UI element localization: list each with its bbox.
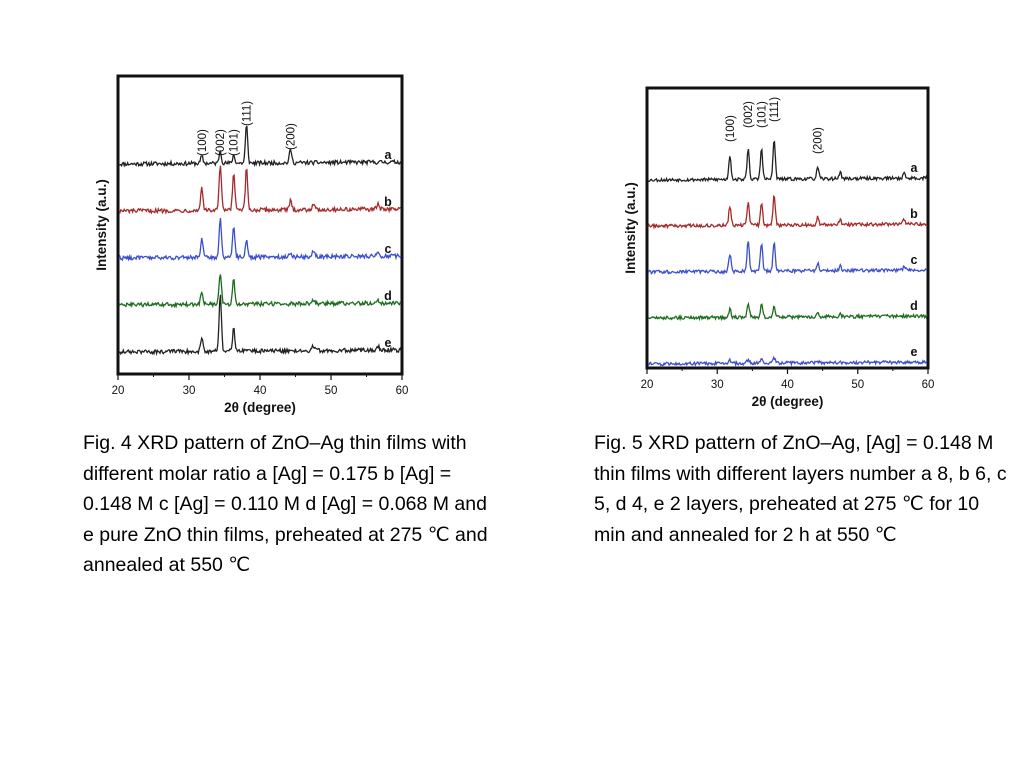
xrd-figure-4: 20 30 40 50 60 2θ (degree) Intensity (a.u.) a b c… [88, 70, 418, 420]
figure-4-caption: Fig. 4 XRD pattern of ZnO–Ag thin films … [83, 432, 488, 576]
xrd-figure-5: 20 30 40 50 60 2θ (degree) Intensity (a.u.) a b c… [615, 82, 945, 412]
peak-label: (111) [242, 101, 254, 126]
peak-label: (200) [813, 127, 825, 154]
y-axis-label: Intensity (a.u.) [623, 182, 638, 274]
series-c-line [118, 217, 402, 262]
xrd-chart-5: 20 30 40 50 60 2θ (degree) Intensity (a.u.) a b c… [623, 86, 935, 409]
x-axis-label: 2θ (degree) [752, 394, 824, 409]
peak-label: (111) [769, 97, 781, 122]
series-label: c [385, 242, 392, 256]
peak-label: (101) [229, 129, 241, 156]
series-b-line [647, 194, 928, 230]
x-tick-label: 50 [851, 379, 864, 391]
x-tick-label: 60 [396, 385, 409, 397]
series-e-line [647, 355, 928, 368]
plot-frame [116, 74, 404, 376]
x-tick-label: 40 [254, 385, 267, 397]
peak-label: (002) [743, 101, 755, 128]
plot-frame [645, 86, 930, 370]
peak-label: (100) [725, 115, 737, 142]
x-tick-label: 30 [711, 379, 724, 391]
series-a-line [119, 125, 402, 168]
series-label: a [385, 148, 393, 162]
series-label: d [910, 299, 918, 313]
series-label: e [385, 336, 392, 350]
series-b-line [118, 165, 402, 215]
x-tick-label: 60 [922, 379, 935, 391]
x-tick-label: 20 [641, 379, 654, 391]
figure-5-caption: Fig. 5 XRD pattern of ZnO–Ag, [Ag] = 0.1… [594, 432, 1007, 546]
series-c-line [647, 241, 928, 276]
series-d-line [118, 274, 402, 309]
series-label: a [911, 161, 919, 175]
peak-label: (200) [286, 123, 298, 150]
series-e-line [118, 294, 402, 356]
xrd-chart-4: 20 30 40 50 60 2θ (degree) Intensity (a.u.) a b c… [94, 74, 409, 415]
series-a-line [647, 140, 928, 184]
series-label: d [384, 289, 392, 303]
peak-label: (101) [757, 101, 769, 128]
x-tick-label: 30 [183, 385, 196, 397]
y-axis-label: Intensity (a.u.) [94, 179, 109, 271]
series-label: b [910, 207, 918, 221]
series-label: c [911, 253, 918, 267]
series-d-line [647, 301, 928, 322]
peak-label: (100) [197, 129, 209, 156]
x-tick-label: 20 [112, 385, 125, 397]
x-tick-label: 50 [325, 385, 338, 397]
x-tick-label: 40 [781, 379, 794, 391]
series-label: b [384, 195, 392, 209]
peak-label: (002) [215, 129, 227, 156]
x-axis-label: 2θ (degree) [224, 400, 296, 415]
series-label: e [911, 345, 918, 359]
